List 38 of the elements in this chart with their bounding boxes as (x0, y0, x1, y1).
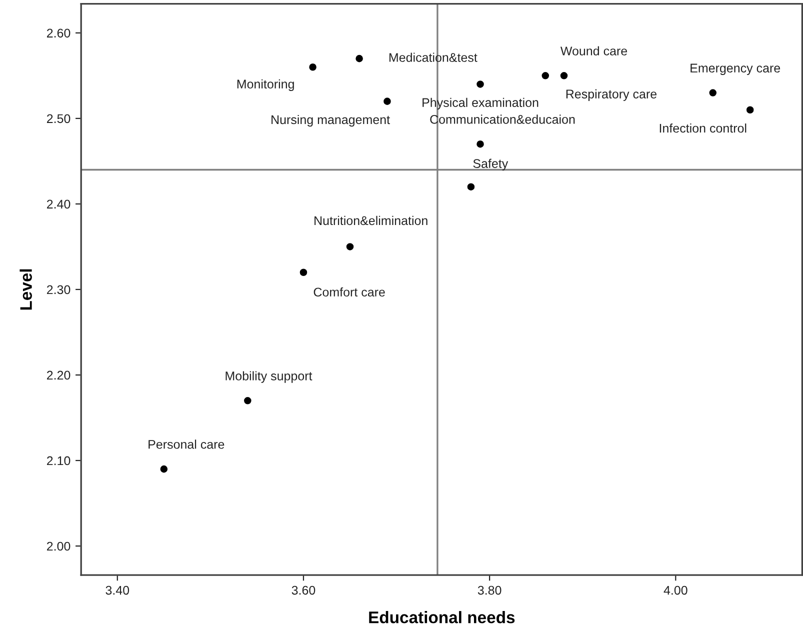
annotation: Nursing management (272, 114, 390, 127)
annotation: Comfort care (314, 287, 385, 297)
y-tick-label: 2.40 (46, 200, 70, 209)
point (244, 397, 252, 404)
annotation: Nutrition&elimination (314, 216, 428, 226)
point (560, 72, 568, 80)
annotation: Respiratory care (566, 89, 657, 101)
point (300, 268, 308, 276)
annotation: Mobility support (226, 371, 312, 383)
point (160, 465, 168, 473)
point (346, 243, 354, 250)
point (384, 98, 391, 105)
point (467, 183, 475, 190)
point (476, 140, 484, 148)
point (542, 72, 550, 80)
y-tick-label: 2.00 (46, 542, 70, 551)
point (709, 89, 717, 96)
annotation: Personal care (148, 440, 224, 449)
y-tick-label: 2.30 (46, 285, 70, 294)
annotation: Safety (473, 158, 508, 170)
x-tick-label: 3.60 (292, 586, 316, 595)
y-tick-label: 2.20 (46, 370, 70, 380)
y-tick-label: 2.50 (46, 114, 70, 124)
x-axis-title: Educational needs (369, 611, 515, 624)
annotation: Infection control (660, 123, 746, 133)
annotation: Monitoring (237, 79, 294, 91)
annotation: Wound care (560, 46, 628, 56)
y-tick-label: 2.10 (46, 456, 70, 466)
y-tick-label: 2.60 (46, 28, 70, 38)
x-tick-label: 4.00 (664, 586, 688, 595)
x-tick-label: 3.40 (106, 586, 130, 595)
point (746, 106, 754, 114)
y-axis-title: Level (20, 269, 32, 310)
annotation: Emergency care (690, 64, 780, 75)
point (309, 63, 316, 71)
point (356, 54, 363, 62)
point (476, 80, 484, 88)
x-tick-label: 3.80 (478, 586, 502, 595)
